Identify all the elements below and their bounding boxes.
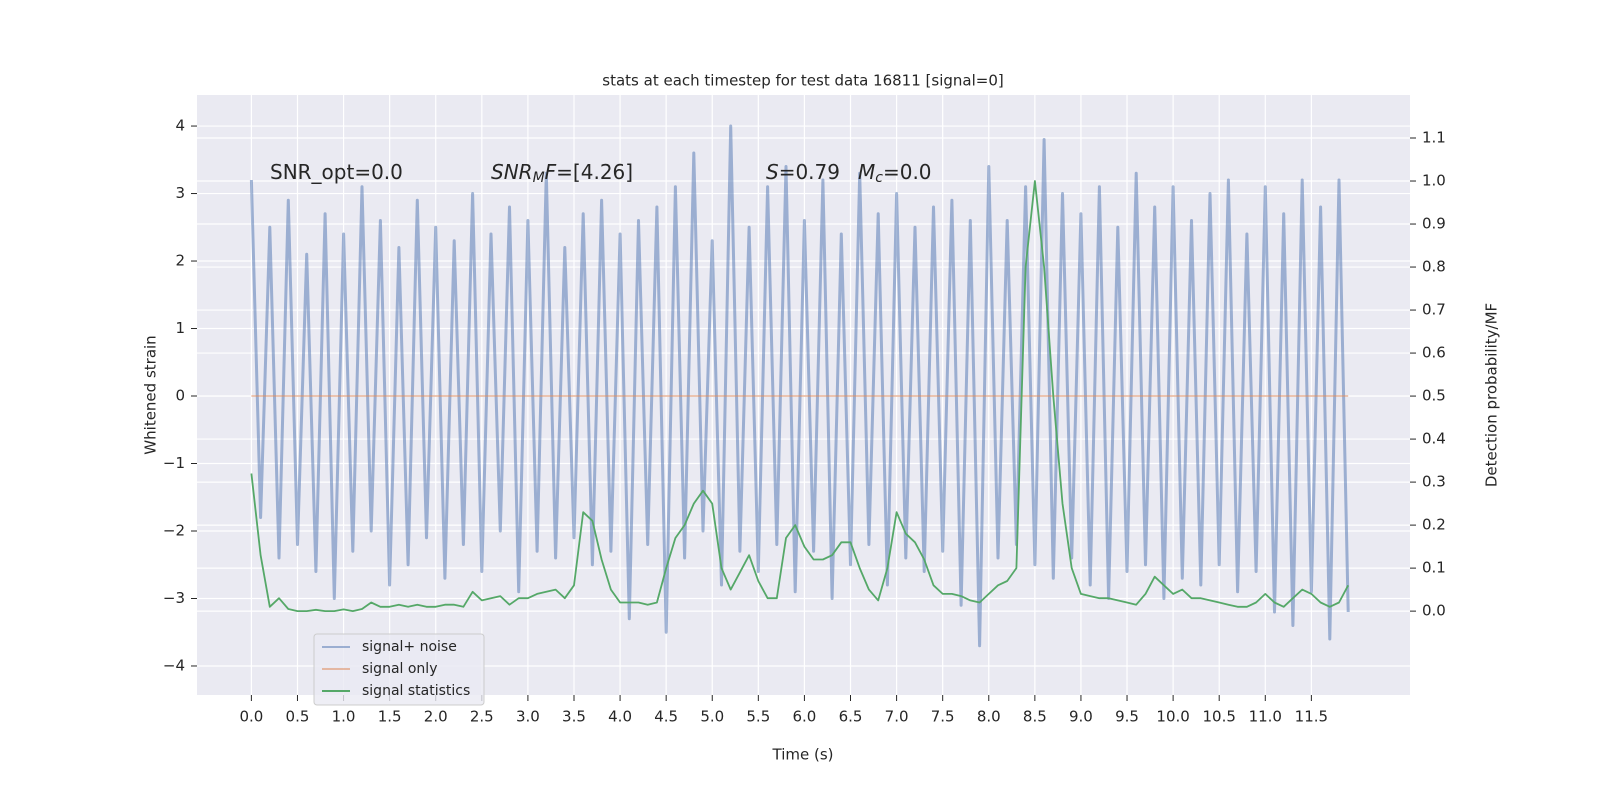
x-tick-label: 6.0 [792,708,816,726]
x-tick-label: 8.0 [977,708,1001,726]
x-axis-label: Time (s) [772,746,834,764]
y2-axis-label: Detection probability/MF [1483,303,1501,487]
y2-tick-label: 0.1 [1422,559,1446,577]
annotation-part: SNR_opt=0.0 [270,160,403,184]
legend-label: signal statistics [362,683,470,699]
y2-tick-label: 1.0 [1422,172,1446,190]
y2-tick-label: 0.5 [1422,387,1446,405]
x-tick-label: 6.5 [839,708,863,726]
x-tick-label: 4.0 [608,708,632,726]
annotation-part: M [533,170,545,186]
x-tick-label: 9.0 [1069,708,1093,726]
y2-tick-label: 0.7 [1422,301,1446,319]
y2-tick-label: 1.1 [1422,129,1446,147]
y-tick-label: 4 [175,117,185,135]
x-tick-label: 11.0 [1249,708,1282,726]
x-tick-label: 4.5 [654,708,678,726]
annotation: S=0.79 [766,160,840,184]
x-tick-label: 11.5 [1295,708,1328,726]
y-tick-label: −2 [163,521,185,539]
annotation: SNR_opt=0.0 [270,160,403,184]
legend-box [313,633,485,706]
x-tick-label: 10.0 [1156,708,1189,726]
x-tick-label: 9.5 [1115,708,1139,726]
annotation-part: SNR [491,160,533,184]
y2-tick-label: 0.9 [1422,215,1446,233]
legend-label: signal+ noise [362,639,457,655]
x-tick-label: 10.5 [1202,708,1235,726]
x-tick-label: 1.0 [332,708,356,726]
x-tick-label: 0.0 [239,708,263,726]
x-tick-label: 3.0 [516,708,540,726]
y-axis-label: Whitened strain [142,335,160,454]
x-tick-label: 2.5 [470,708,494,726]
x-tick-label: 5.5 [746,708,770,726]
y-tick-label: 1 [175,319,185,337]
annotation: SNRMF=[4.26] [491,160,633,187]
x-tick-label: 7.5 [931,708,955,726]
y-tick-label: 2 [175,252,185,270]
y-tick-label: −1 [163,454,185,472]
series-line [249,124,1350,648]
annotation: Mc=0.0 [858,160,932,187]
plot-area [197,95,1410,695]
annotation-part: F [545,160,557,184]
y2-tick-label: 0.2 [1422,516,1446,534]
annotation-part: S [766,160,779,184]
x-tick-label: 8.5 [1023,708,1047,726]
annotation-part: M [858,160,875,184]
x-tick-label: 5.0 [700,708,724,726]
x-tick-label: 1.5 [378,708,402,726]
y2-tick-label: 0.8 [1422,258,1446,276]
annotation-part: c [875,170,883,186]
y-tick-label: −4 [163,656,185,674]
x-tick-label: 7.0 [885,708,909,726]
x-tick-label: 0.5 [286,708,310,726]
annotation-part: =0.79 [779,160,840,184]
series-line [250,180,1349,612]
chart-title: stats at each timestep for test data 168… [602,72,1003,90]
x-tick-label: 3.5 [562,708,586,726]
annotation-part: =[4.26] [556,160,633,184]
legend-label: signal only [362,661,437,677]
y-tick-label: −3 [163,589,185,607]
annotation-part: =0.0 [883,160,932,184]
y-tick-label: 0 [175,387,185,405]
y2-tick-label: 0.4 [1422,430,1446,448]
y-tick-label: 3 [175,184,185,202]
y2-tick-label: 0.3 [1422,473,1446,491]
y2-tick-label: 0.0 [1422,602,1446,620]
y2-tick-label: 0.6 [1422,344,1446,362]
x-tick-label: 2.0 [424,708,448,726]
